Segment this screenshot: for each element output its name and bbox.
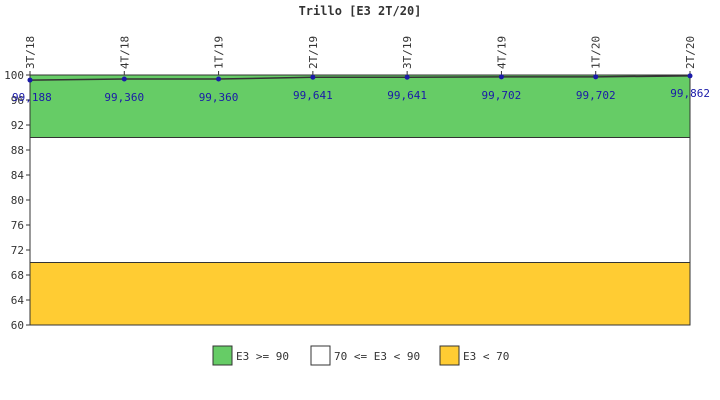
data-label: 99,702 bbox=[482, 89, 522, 102]
legend-label-2: E3 < 70 bbox=[463, 350, 509, 363]
data-series: 99,188 99,360 99,360 99,641 99,641 99,702 99,7… bbox=[12, 73, 710, 104]
legend-swatch-1 bbox=[310, 345, 331, 366]
x-axis: 3T/18 4T/18 1T/19 2T/19 3T/19 4T/19 1T/20 2T/20 bbox=[24, 36, 697, 75]
data-label: 99,188 bbox=[12, 91, 52, 104]
band-0 bbox=[29, 74, 691, 138]
y-tick-label: 92 bbox=[11, 119, 24, 132]
data-point bbox=[498, 74, 504, 80]
data-label: 99,360 bbox=[104, 91, 144, 104]
data-label: 99,641 bbox=[387, 89, 427, 102]
data-label: 99,702 bbox=[576, 89, 616, 102]
legend-label-0: E3 >= 90 bbox=[236, 350, 289, 363]
legend-swatch-0 bbox=[212, 345, 233, 366]
band-2 bbox=[29, 262, 691, 326]
y-tick-label: 60 bbox=[11, 319, 24, 332]
series-line bbox=[29, 75, 691, 81]
data-point bbox=[687, 73, 693, 79]
x-tick-label: 2T/20 bbox=[684, 36, 697, 69]
y-tick-label: 96 bbox=[11, 94, 24, 107]
data-point bbox=[404, 74, 410, 80]
chart-title: Trillo [E3 2T/20] bbox=[299, 4, 422, 18]
legend-label-1: 70 <= E3 < 90 bbox=[334, 350, 420, 363]
legend-swatch-2 bbox=[439, 345, 460, 366]
x-tick-label: 1T/20 bbox=[590, 36, 603, 69]
x-tick-label: 3T/19 bbox=[401, 36, 414, 69]
data-point bbox=[593, 74, 599, 80]
y-tick-label: 80 bbox=[11, 194, 24, 207]
data-point bbox=[27, 77, 33, 83]
x-tick-label: 4T/18 bbox=[118, 36, 131, 69]
data-point bbox=[310, 74, 316, 80]
y-tick-label: 88 bbox=[11, 144, 24, 157]
data-point bbox=[216, 76, 222, 82]
threshold-bands bbox=[29, 74, 691, 326]
y-tick-label: 68 bbox=[11, 269, 24, 282]
x-tick-label: 4T/19 bbox=[495, 36, 508, 69]
band-1 bbox=[29, 137, 691, 263]
data-label: 99,862 bbox=[670, 87, 710, 100]
y-axis: 60 64 68 72 76 80 84 88 92 96 100 bbox=[4, 69, 31, 332]
y-tick-label: 64 bbox=[11, 294, 25, 307]
x-tick-label: 3T/18 bbox=[24, 36, 37, 69]
legend: E3 >= 90 70 <= E3 < 90 E3 < 70 bbox=[212, 345, 509, 366]
data-point bbox=[121, 76, 127, 82]
y-tick-label: 76 bbox=[11, 219, 24, 232]
data-label: 99,641 bbox=[293, 89, 333, 102]
data-label: 99,360 bbox=[199, 91, 239, 104]
y-tick-label: 100 bbox=[4, 69, 24, 82]
y-tick-label: 84 bbox=[11, 169, 25, 182]
x-tick-label: 1T/19 bbox=[213, 36, 226, 69]
x-tick-label: 2T/19 bbox=[307, 36, 320, 69]
y-tick-label: 72 bbox=[11, 244, 24, 257]
